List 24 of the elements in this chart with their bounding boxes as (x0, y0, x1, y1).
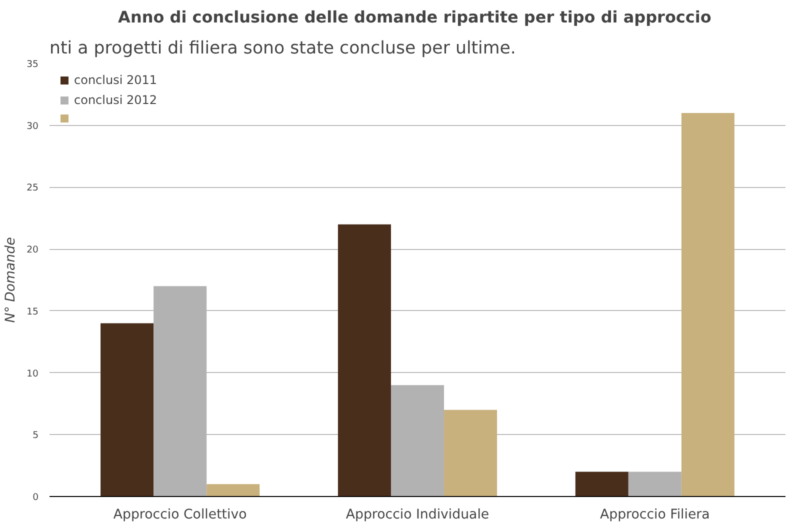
y-tick-label: 25 (26, 182, 39, 194)
bar (575, 472, 628, 496)
x-tick-label: Approccio Filiera (600, 508, 710, 522)
legend-label: conclusi 2012 (74, 93, 158, 107)
bar (628, 472, 682, 496)
x-tick-label: Approccio Individuale (346, 508, 490, 522)
bar (100, 323, 154, 496)
y-tick-label: 10 (26, 368, 39, 380)
y-axis-title: N° Domande (4, 237, 19, 323)
bar (681, 112, 734, 496)
bar (206, 484, 260, 496)
bar (444, 410, 498, 496)
y-tick-label: 35 (26, 59, 39, 70)
y-tick-label: 0 (32, 492, 39, 503)
y-tick-label: 20 (26, 244, 39, 256)
chart-title: Anno di conclusione delle domande ripartite per tipo di approccio (118, 8, 712, 26)
y-tick-label: 5 (32, 430, 39, 442)
y-tick-label: 15 (26, 306, 39, 318)
bar (390, 385, 444, 496)
text: nti a progetti di filiera sono state concluse per ultime. (50, 38, 516, 58)
legend-label: conclusi 2011 (74, 73, 158, 87)
x-tick-label: Approccio Collettivo (113, 508, 247, 522)
bar (338, 224, 391, 496)
y-tick-label: 30 (26, 120, 39, 132)
